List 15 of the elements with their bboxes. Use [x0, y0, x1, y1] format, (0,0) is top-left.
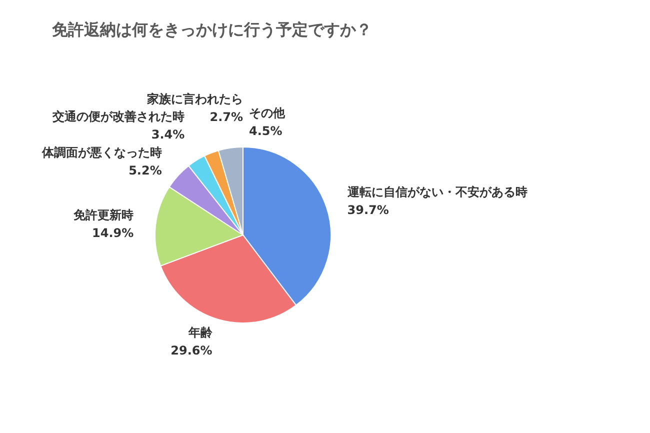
data-label: 5.2% [128, 164, 162, 178]
chart-title: 免許返納は何をきっかけに行う予定ですか？ [52, 20, 372, 41]
data-label: 3.4% [151, 128, 185, 142]
slice-label: 体調面が悪くなった時 [40, 146, 162, 160]
slice-label: 家族に言われたら [146, 92, 243, 106]
slice-label: 運転に自信がない・不安がある時 [346, 185, 528, 200]
slice-label: その他 [249, 106, 286, 120]
slice-label: 年齢 [187, 326, 214, 340]
slice-label: 交通の便が改善された時 [52, 110, 185, 124]
data-label: 2.7% [210, 110, 243, 124]
data-label: 4.5% [249, 124, 282, 138]
data-label: 39.7% [347, 203, 389, 218]
data-label: 14.9% [92, 226, 134, 240]
data-label: 29.6% [170, 344, 212, 358]
slice-label: 免許更新時 [72, 208, 134, 222]
